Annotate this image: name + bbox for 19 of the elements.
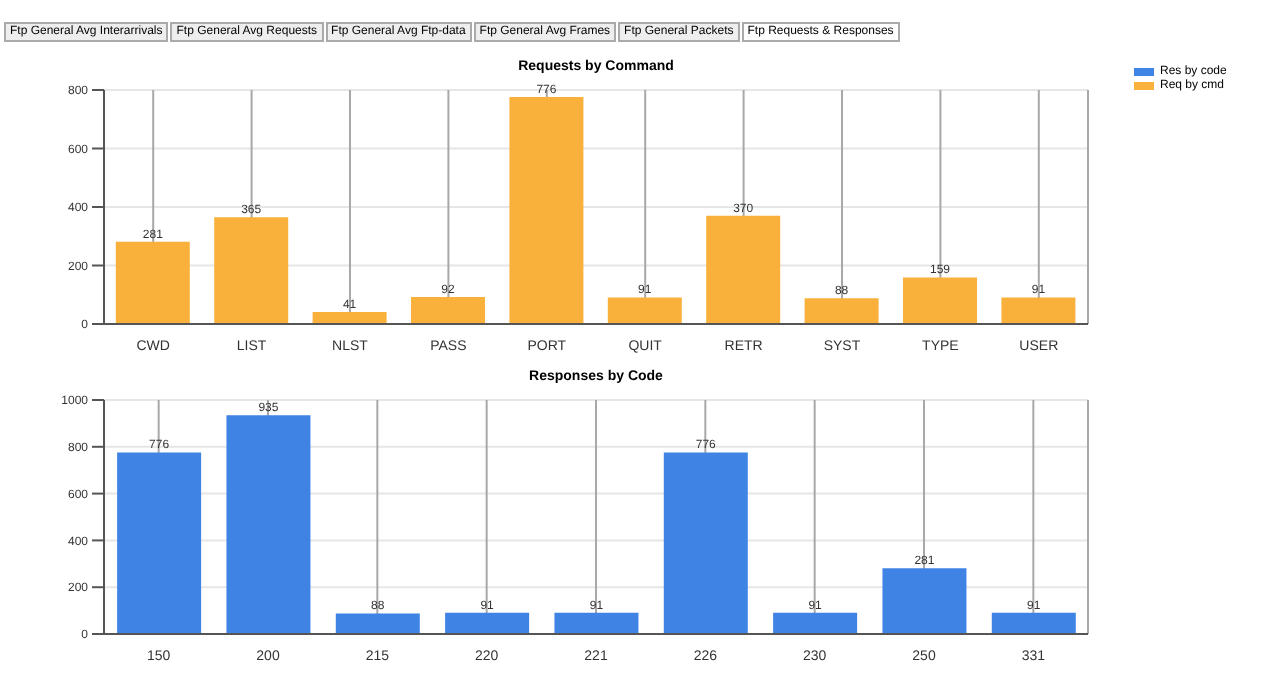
bar [991, 612, 1076, 634]
bar [554, 612, 639, 634]
bar [226, 415, 311, 634]
bar [509, 97, 584, 324]
bar [882, 568, 967, 634]
bar [1001, 297, 1076, 324]
bar [804, 298, 879, 324]
bar [117, 452, 202, 634]
bar [335, 613, 420, 634]
bar [214, 217, 289, 324]
bar [903, 277, 978, 324]
bar [411, 297, 486, 324]
bar [115, 241, 190, 324]
bar [663, 452, 748, 634]
bar [312, 312, 387, 324]
bar [445, 612, 530, 634]
bar [773, 612, 858, 634]
bar [607, 297, 682, 324]
bar [706, 215, 781, 324]
